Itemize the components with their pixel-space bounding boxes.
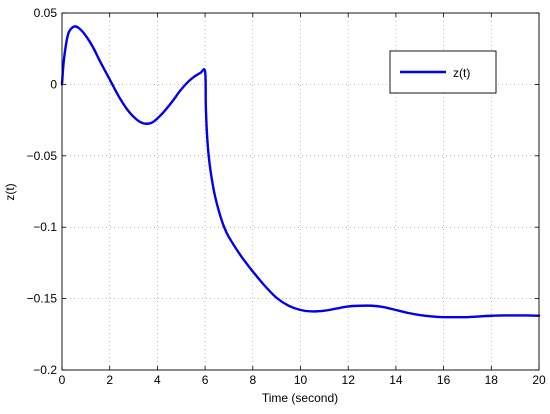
legend: z(t) — [389, 50, 497, 94]
series-lines — [60, 25, 541, 319]
y-tick-label: 0.05 — [34, 6, 58, 20]
legend-label-z-t: z(t) — [453, 66, 470, 80]
x-tick-label: 18 — [485, 373, 499, 387]
x-axis-label: Time (second) — [262, 391, 338, 405]
x-tick-label: 0 — [59, 373, 66, 387]
series-line-z-t — [60, 25, 541, 319]
y-tick-label: −0.15 — [27, 292, 58, 306]
x-tick-label: 16 — [437, 373, 451, 387]
x-tick-label: 4 — [154, 373, 161, 387]
x-tick-label: 6 — [202, 373, 209, 387]
x-tick-labels: 0 2 4 6 8 10 12 14 16 18 20 — [59, 373, 546, 387]
x-tick-label: 14 — [389, 373, 403, 387]
y-axis-label: z(t) — [3, 183, 17, 200]
y-tick-label: 0 — [50, 77, 57, 91]
x-tick-label: 10 — [294, 373, 308, 387]
plot-area-frame — [61, 12, 540, 371]
y-tick-label: −0.05 — [27, 149, 58, 163]
y-tick-label: −0.2 — [33, 363, 57, 377]
x-tick-label: 20 — [532, 373, 546, 387]
x-tick-label: 12 — [342, 373, 356, 387]
x-tick-label: 8 — [249, 373, 256, 387]
x-tick-label: 2 — [106, 373, 113, 387]
y-tick-labels: 0.05 0 −0.05 −0.1 −0.15 −0.2 — [27, 6, 58, 377]
y-tick-label: −0.1 — [33, 220, 57, 234]
